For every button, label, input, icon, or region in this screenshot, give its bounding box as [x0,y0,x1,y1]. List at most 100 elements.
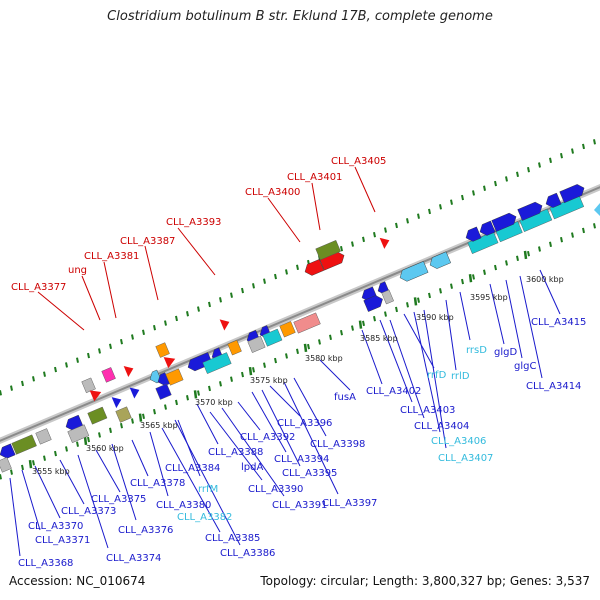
gene-label[interactable]: CLL_A3380 [156,500,211,511]
gene-label[interactable]: CLL_A3401 [287,172,342,183]
gene-label[interactable]: CLL_A3377 [11,282,66,293]
gene-label[interactable]: CLL_A3398 [310,439,365,450]
tick-mark [571,148,574,154]
gene-label[interactable]: CLL_A3393 [166,217,221,228]
gene-label[interactable]: CLL_A3397 [322,498,377,509]
tick-mark [76,357,79,363]
gene-label[interactable]: CLL_A3371 [35,535,90,546]
gene-label[interactable]: glgD [494,347,517,358]
gene-label[interactable]: CLL_A3392 [240,432,295,443]
leader-line [196,403,219,445]
gene-label[interactable]: CLL_A3414 [526,381,581,392]
major-tick-mark [358,320,363,329]
page-title: Clostridium botulinum B str. Eklund 17B,… [107,9,493,24]
gene-label[interactable]: CLL_A3388 [208,447,263,458]
gene-label[interactable]: CLL_A3395 [282,468,337,479]
gene-box [279,321,296,338]
tick-mark [450,199,453,205]
gene-feature [155,383,172,400]
gene-box [35,428,52,445]
gene-feature [111,397,122,409]
leader-line [21,469,41,531]
gene-label[interactable]: CLL_A3384 [165,463,220,474]
leader-line [209,411,263,481]
gene-arrow [491,212,517,232]
tick-mark [208,385,211,392]
leader-line [519,275,543,379]
gene-box [165,368,184,386]
gene-label[interactable]: rrlD [451,371,470,382]
tick-mark [549,241,552,248]
gene-label[interactable]: CLL_A3381 [84,251,139,262]
tick-mark [98,348,101,354]
gene-label[interactable]: CLL_A3378 [130,478,185,489]
gene-label[interactable]: CLL_A3386 [220,548,275,559]
gene-label[interactable]: CLL_A3385 [205,533,260,544]
gene-label[interactable]: lpdA [241,462,263,473]
gene-feature [165,368,184,386]
gene-feature [399,261,429,282]
tick-mark [197,306,200,312]
major-tick-mark [193,390,198,399]
tick-mark [43,371,46,377]
gene-feature [429,251,452,269]
gene-label[interactable]: CLL_A3376 [118,525,173,536]
gene-label[interactable]: CLL_A3402 [366,386,421,397]
gene-label[interactable]: ung [68,265,87,276]
gene-label[interactable]: CLL_A3415 [531,317,586,328]
tick-mark [296,348,299,354]
tick-mark [384,311,387,317]
gene-label[interactable]: CLL_A3396 [277,418,332,429]
leader-line [361,329,383,385]
gene-arrow [363,295,383,312]
leader-line [505,279,523,359]
tick-mark [252,283,255,289]
gene-label[interactable]: rrsD [466,345,487,356]
major-tick-mark [83,436,88,446]
tick-mark [395,306,398,313]
gene-label[interactable]: CLL_A3390 [248,484,303,495]
gene-feature [89,390,102,402]
gene-label[interactable]: CLL_A3407 [438,453,493,464]
gene-label[interactable]: rrfD [427,370,447,381]
gene-label[interactable]: rrfM [198,484,218,495]
major-tick-mark [28,459,33,469]
gene-feature [479,220,496,236]
gene-box [11,434,37,455]
tick-mark [197,390,200,396]
gene-label[interactable]: CLL_A3394 [274,454,329,465]
gene-label[interactable]: CLL_A3368 [18,558,73,569]
gene-label[interactable]: CLL_A3406 [431,436,486,447]
tick-mark [241,287,244,294]
tick-mark [230,376,233,382]
leader-line [131,439,149,477]
gene-label[interactable]: CLL_A3382 [177,512,232,523]
tick-mark [461,278,464,285]
gene-label[interactable]: CLL_A3375 [91,494,146,505]
gene-arrow [545,192,562,208]
leader-line [423,309,447,449]
tick-mark [428,292,431,299]
kbp-label: 3555 kbp [32,467,70,476]
gene-label[interactable]: CLL_A3404 [414,421,469,432]
gene-label[interactable]: CLL_A3373 [61,506,116,517]
gene-label[interactable]: fusA [334,392,356,403]
gene-label[interactable]: CLL_A3387 [120,236,175,247]
tick-mark [21,380,24,387]
gene-feature [363,295,383,312]
gene-label[interactable]: glgC [514,361,536,372]
gene-label[interactable]: CLL_A3370 [28,521,83,532]
gene-label[interactable]: CLL_A3391 [272,500,327,511]
gene-label[interactable]: CLL_A3405 [331,156,386,167]
gene-label[interactable]: CLL_A3400 [245,187,300,198]
kbp-label: 3575 kbp [250,376,288,385]
gene-arrow [399,261,429,282]
leader-line [283,381,339,495]
gene-label[interactable]: CLL_A3403 [400,405,455,416]
gene-arrow [163,357,176,369]
tick-mark [461,194,464,201]
gene-arrow [594,203,600,216]
gene-label[interactable]: CLL_A3374 [106,553,161,564]
tick-mark [516,255,519,261]
